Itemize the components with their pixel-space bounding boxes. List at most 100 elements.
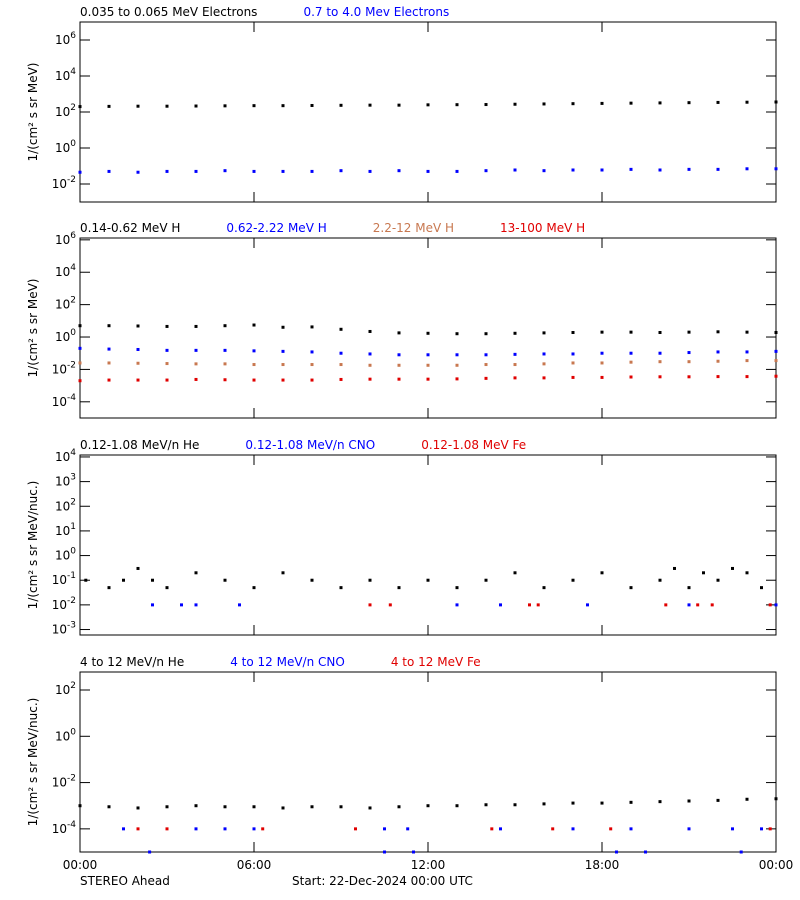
data-point	[368, 377, 372, 381]
data-point	[397, 103, 401, 107]
data-point	[774, 374, 778, 378]
data-point	[180, 603, 183, 607]
data-point	[455, 804, 459, 808]
data-point	[644, 850, 647, 854]
data-point	[223, 169, 227, 173]
y-tick-label: 100	[55, 547, 76, 563]
data-point	[745, 359, 749, 363]
data-point	[629, 375, 633, 379]
data-point	[571, 361, 575, 365]
data-point	[658, 360, 662, 364]
data-point	[629, 586, 633, 590]
data-point	[687, 827, 691, 831]
data-point	[339, 586, 343, 590]
y-tick-label: 104	[55, 448, 76, 464]
data-point	[768, 603, 772, 607]
data-point	[600, 101, 604, 105]
data-point	[194, 804, 198, 808]
data-point	[571, 352, 575, 356]
data-point	[194, 324, 198, 328]
data-point	[687, 167, 691, 171]
data-point	[310, 325, 314, 329]
data-point	[687, 330, 691, 334]
data-point	[551, 827, 555, 831]
data-point	[107, 104, 111, 108]
data-point	[774, 100, 778, 104]
data-point	[499, 827, 502, 831]
data-point	[629, 167, 633, 171]
data-point	[542, 362, 546, 366]
data-point	[542, 169, 546, 173]
data-point	[310, 169, 314, 173]
data-point	[252, 805, 256, 809]
data-point	[426, 169, 430, 173]
data-point	[107, 324, 111, 328]
data-point	[136, 170, 140, 174]
data-point	[310, 578, 314, 582]
y-tick-label: 10-2	[52, 360, 76, 376]
data-point	[600, 351, 604, 355]
data-point	[136, 104, 140, 108]
data-point	[536, 603, 540, 607]
data-point	[687, 101, 691, 105]
y-tick-label: 102	[55, 296, 76, 312]
data-point	[774, 167, 778, 171]
data-point	[310, 805, 314, 809]
data-point	[368, 806, 372, 810]
data-point	[339, 377, 343, 381]
data-point	[600, 168, 604, 172]
data-point	[78, 324, 82, 328]
data-point	[151, 603, 154, 607]
data-point	[261, 827, 265, 831]
data-point	[165, 362, 169, 366]
data-point	[252, 349, 256, 353]
data-point	[658, 331, 662, 335]
data-point	[609, 827, 613, 831]
data-point	[629, 330, 633, 334]
data-point	[388, 603, 392, 607]
data-point	[194, 377, 198, 381]
data-point	[426, 103, 430, 107]
data-point	[716, 359, 720, 363]
data-point	[455, 332, 459, 336]
data-point	[658, 168, 662, 172]
data-point	[745, 100, 749, 104]
legend-entry: 2.2-12 MeV H	[373, 221, 454, 235]
y-tick-label: 102	[55, 497, 76, 513]
data-point	[136, 827, 140, 831]
data-point	[774, 359, 778, 363]
data-point	[542, 102, 546, 106]
data-point	[194, 571, 198, 575]
data-point	[397, 331, 401, 335]
data-point	[194, 603, 198, 607]
data-point	[484, 578, 488, 582]
data-point	[148, 850, 152, 854]
data-point	[84, 578, 88, 582]
data-point	[716, 798, 720, 802]
y-tick-label: 106	[55, 231, 76, 247]
y-tick-label: 10-1	[52, 571, 76, 587]
plot-frame	[79, 671, 777, 853]
legend-entry: 0.14-0.62 MeV H	[80, 221, 180, 235]
legend-entry: 0.035 to 0.065 MeV Electrons	[80, 5, 257, 19]
y-tick-label: 10-4	[52, 393, 77, 409]
data-point	[310, 350, 314, 354]
y-tick-label: 10-2	[52, 596, 76, 612]
data-point	[490, 827, 494, 831]
data-point	[528, 603, 531, 607]
data-point	[368, 329, 372, 333]
y-tick-label: 100	[55, 328, 76, 344]
data-point	[615, 850, 618, 854]
data-point	[658, 375, 662, 379]
data-point	[136, 347, 140, 351]
data-point	[716, 330, 720, 334]
data-point	[513, 352, 517, 356]
data-point	[664, 603, 668, 607]
data-point	[687, 586, 691, 590]
y-tick-label: 106	[55, 31, 76, 47]
y-axis-label: 1/(cm² s sr MeV)	[26, 63, 40, 162]
data-point	[136, 361, 140, 365]
legend-entry: 4 to 12 MeV Fe	[391, 655, 481, 669]
data-point	[542, 331, 546, 335]
